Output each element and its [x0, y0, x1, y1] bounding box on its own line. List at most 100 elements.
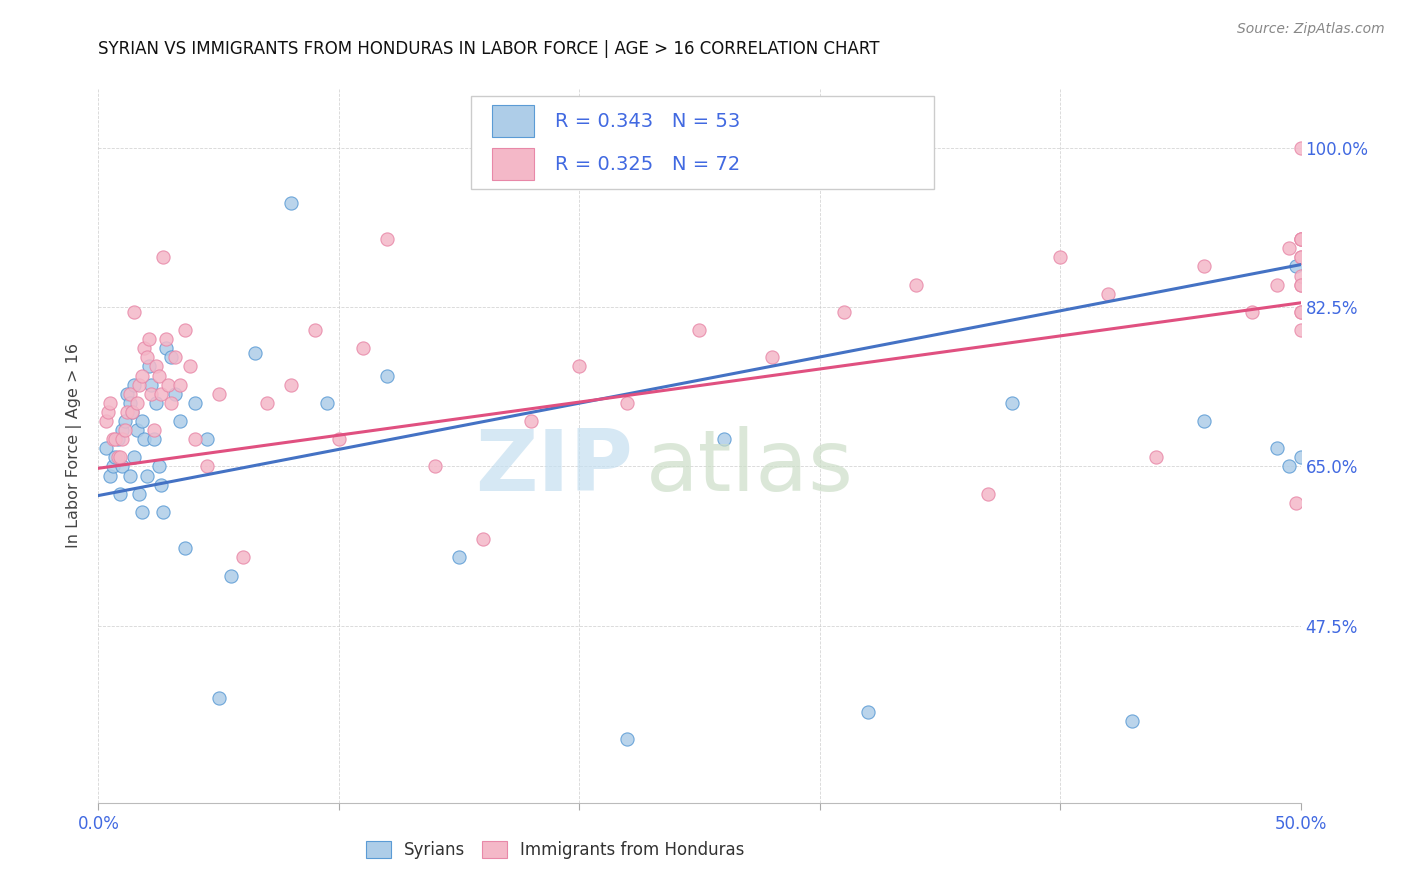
Point: [124, 450, 146, 465]
Point: [174, 541, 197, 556]
Point: [169, 414, 191, 428]
Point: [243, 346, 266, 360]
Point: [904, 277, 927, 292]
Point: [111, 423, 134, 437]
Point: [141, 377, 163, 392]
Point: [1265, 277, 1288, 292]
Point: [568, 359, 591, 374]
Point: [152, 251, 174, 265]
Point: [1277, 241, 1299, 255]
Point: [121, 405, 143, 419]
Point: [118, 386, 141, 401]
Point: [1289, 232, 1312, 246]
Point: [713, 432, 735, 446]
Point: [155, 341, 177, 355]
Point: [1194, 414, 1216, 428]
Point: [447, 550, 470, 565]
Point: [124, 305, 146, 319]
Point: [138, 359, 160, 374]
Point: [1289, 232, 1312, 246]
FancyBboxPatch shape: [471, 96, 934, 189]
Point: [118, 396, 141, 410]
Point: [114, 414, 136, 428]
Point: [1241, 305, 1264, 319]
Point: [183, 432, 205, 446]
Point: [131, 505, 153, 519]
Y-axis label: In Labor Force | Age > 16: In Labor Force | Age > 16: [66, 343, 83, 549]
Point: [107, 450, 129, 465]
Point: [124, 377, 146, 392]
Point: [280, 195, 302, 210]
Point: [118, 468, 141, 483]
Text: R = 0.343   N = 53: R = 0.343 N = 53: [555, 112, 741, 131]
Point: [142, 432, 165, 446]
Point: [135, 468, 157, 483]
Point: [94, 414, 117, 428]
Point: [101, 459, 124, 474]
Point: [138, 332, 160, 346]
Point: [1194, 260, 1216, 274]
Point: [1289, 232, 1312, 246]
Point: [125, 396, 148, 410]
Text: atlas: atlas: [645, 425, 853, 509]
Point: [832, 305, 855, 319]
Point: [128, 377, 150, 392]
Point: [100, 468, 122, 483]
Point: [232, 550, 254, 565]
Point: [1285, 260, 1308, 274]
Point: [352, 341, 374, 355]
Point: [100, 396, 122, 410]
Point: [152, 505, 174, 519]
Point: [179, 359, 201, 374]
Point: [145, 396, 167, 410]
Point: [107, 432, 129, 446]
Point: [141, 386, 163, 401]
Point: [1265, 442, 1288, 456]
Point: [101, 432, 124, 446]
Point: [256, 396, 278, 410]
Point: [616, 732, 638, 747]
Point: [1001, 396, 1024, 410]
Point: [219, 568, 242, 582]
Point: [1277, 459, 1299, 474]
Point: [1289, 277, 1312, 292]
Point: [1289, 305, 1312, 319]
Point: [208, 386, 231, 401]
Point: [165, 351, 187, 365]
Point: [135, 351, 157, 365]
Text: Source: ZipAtlas.com: Source: ZipAtlas.com: [1237, 22, 1385, 37]
Point: [111, 432, 134, 446]
Point: [977, 487, 1000, 501]
Point: [520, 169, 543, 183]
Point: [195, 432, 218, 446]
Point: [1289, 268, 1312, 283]
Point: [132, 341, 155, 355]
Point: [1049, 251, 1071, 265]
Point: [183, 396, 205, 410]
Point: [132, 432, 155, 446]
Point: [472, 532, 495, 546]
Point: [761, 351, 783, 365]
Point: [174, 323, 197, 337]
Point: [159, 351, 181, 365]
Point: [104, 432, 127, 446]
Point: [616, 396, 638, 410]
Point: [1289, 251, 1312, 265]
Text: R = 0.325   N = 72: R = 0.325 N = 72: [555, 154, 741, 174]
Point: [148, 459, 170, 474]
Point: [1097, 286, 1119, 301]
Point: [1121, 714, 1143, 728]
FancyBboxPatch shape: [492, 148, 534, 180]
Point: [131, 414, 153, 428]
Point: [1289, 305, 1312, 319]
Point: [169, 377, 191, 392]
FancyBboxPatch shape: [492, 105, 534, 137]
Point: [315, 396, 337, 410]
Point: [208, 691, 231, 706]
Point: [1289, 141, 1312, 155]
Point: [108, 487, 131, 501]
Point: [108, 450, 131, 465]
Point: [125, 423, 148, 437]
Point: [131, 368, 153, 383]
Point: [145, 359, 167, 374]
